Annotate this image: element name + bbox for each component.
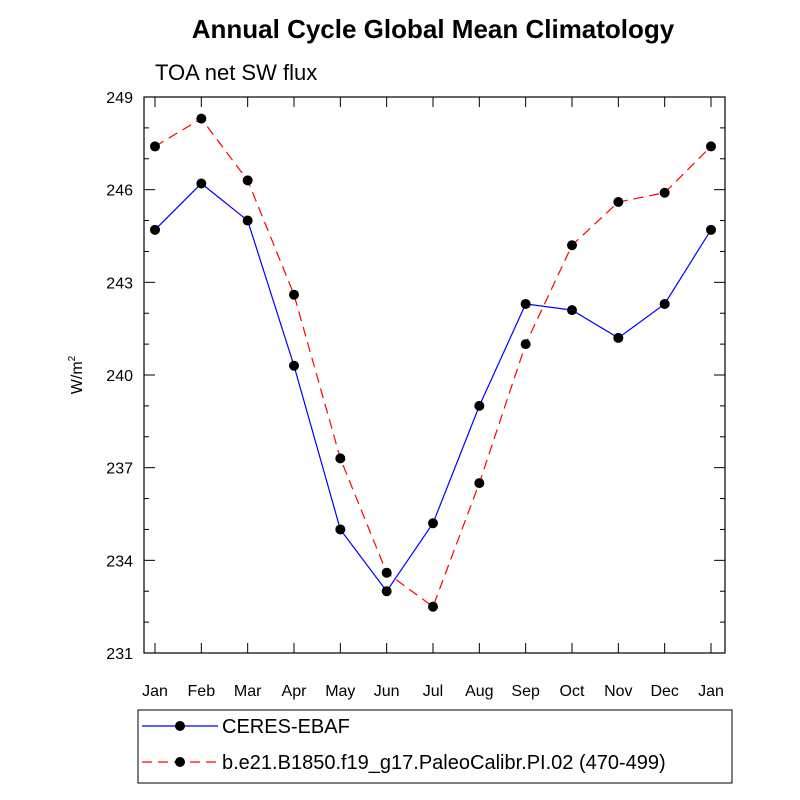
series-2-point xyxy=(613,197,624,208)
legend: CERES-EBAF b.e21.B1850.f19_g17.PaleoCalib… xyxy=(137,709,733,784)
series-1-point xyxy=(150,224,160,235)
legend-label-2: b.e21.B1850.f19_g17.PaleoCalibr.PI.02 (4… xyxy=(222,752,666,774)
legend-marker-1 xyxy=(175,721,185,731)
x-tick-label: Jul xyxy=(423,683,443,700)
x-tick-label: Mar xyxy=(234,683,262,700)
legend-marker-2 xyxy=(175,757,185,767)
x-tick-label: Apr xyxy=(282,683,308,700)
chart-title: Annual Cycle Global Mean Climatology xyxy=(192,14,675,44)
x-tick-label: Oct xyxy=(560,683,585,700)
x-tick-label: Jan xyxy=(142,683,168,700)
axis-ticks: Jan Feb Mar Apr May Jun Jul Aug Sep Oct Nov Dec Jan 2… xyxy=(106,90,725,700)
series-1-point xyxy=(381,586,392,597)
x-tick-label: Dec xyxy=(650,683,678,700)
svg-text:W/m2: W/m2 xyxy=(67,355,86,394)
series-1-point xyxy=(474,400,485,411)
y-tick-label: 231 xyxy=(106,646,133,663)
series-1-point xyxy=(706,224,716,235)
series-2-point xyxy=(335,453,346,464)
series-2-point xyxy=(196,113,207,124)
x-tick-label: Jun xyxy=(374,683,400,700)
series-markers xyxy=(150,113,716,612)
x-tick-label: Nov xyxy=(604,683,632,700)
series-1-point xyxy=(613,332,624,343)
y-axis-label: W/m2 xyxy=(67,355,86,394)
y-tick-label: 249 xyxy=(106,90,133,107)
series-1-point xyxy=(659,298,670,309)
chart-subtitle: TOA net SW flux xyxy=(155,60,317,85)
series-2-point xyxy=(659,187,670,198)
y-axis-label-base: W/m xyxy=(69,361,86,394)
series-1-point xyxy=(428,518,438,529)
series-1-point xyxy=(242,215,253,226)
y-tick-label: 234 xyxy=(106,553,133,570)
x-tick-label: Sep xyxy=(511,683,540,700)
series-lines xyxy=(154,117,712,608)
y-axis-label-superscript: 2 xyxy=(67,355,78,361)
series-1-point xyxy=(289,360,299,371)
series-line-1 xyxy=(154,182,712,593)
series-1-point xyxy=(567,305,577,316)
series-2-point xyxy=(474,478,485,489)
legend-label-1: CERES-EBAF xyxy=(222,716,350,738)
series-2-point xyxy=(150,141,160,152)
y-tick-label: 237 xyxy=(106,461,133,478)
series-2-point xyxy=(381,567,392,578)
x-tick-label: Aug xyxy=(465,683,493,700)
y-tick-label: 243 xyxy=(106,275,133,292)
series-1-point xyxy=(196,178,207,189)
x-tick-label: May xyxy=(325,683,355,700)
series-2-point xyxy=(567,240,577,251)
series-2-point xyxy=(706,141,716,152)
series-line-2 xyxy=(154,117,712,608)
plot-frame xyxy=(143,96,726,654)
legend-box xyxy=(137,709,733,784)
y-tick-label: 246 xyxy=(106,183,133,200)
series-2-point xyxy=(520,339,531,350)
series-2-point xyxy=(242,175,253,186)
series-1-point xyxy=(520,298,531,309)
series-2-point xyxy=(289,289,299,300)
x-tick-label: Feb xyxy=(188,683,216,700)
y-tick-label: 240 xyxy=(106,368,133,385)
series-2-point xyxy=(428,601,438,612)
x-tick-label: Jan xyxy=(698,683,724,700)
series-1-point xyxy=(335,524,346,535)
